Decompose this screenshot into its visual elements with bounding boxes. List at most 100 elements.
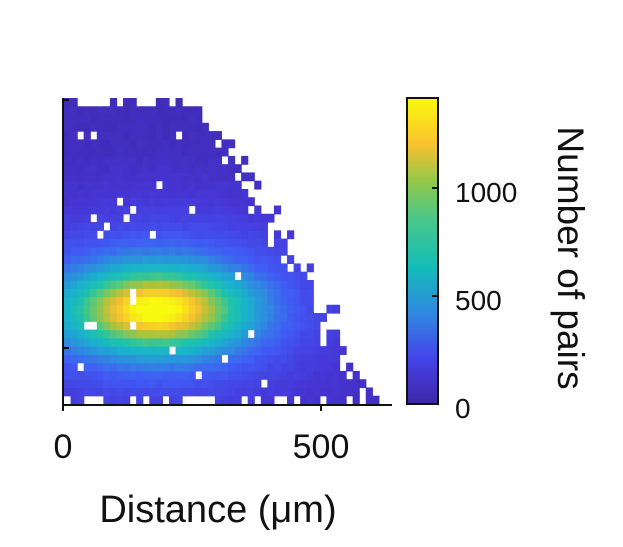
heatmap-cell [70, 172, 78, 182]
heatmap-cell [116, 122, 124, 132]
heatmap-cell [332, 354, 341, 364]
heatmap-cell [175, 329, 183, 339]
heatmap-cell [221, 172, 229, 182]
heatmap-cell [234, 370, 242, 380]
heatmap-cell [129, 147, 137, 157]
heatmap-cell [168, 337, 177, 347]
heatmap-cell [155, 370, 163, 380]
heatmap-cell [332, 362, 341, 372]
heatmap-cell [129, 271, 137, 281]
heatmap-cell [77, 337, 85, 347]
heatmap-cell [195, 337, 203, 347]
heatmap-cell [300, 379, 308, 389]
heatmap-cell [221, 304, 229, 314]
heatmap-cell [214, 172, 223, 182]
heatmap-cell [149, 379, 157, 389]
heatmap-cell [123, 246, 131, 256]
heatmap-cell [162, 362, 170, 372]
heatmap-cell [182, 288, 190, 298]
heatmap-cell [77, 395, 85, 405]
heatmap-cell [267, 288, 275, 298]
heatmap-cell [267, 296, 275, 306]
heatmap-cell [280, 337, 288, 347]
heatmap-cell [90, 188, 98, 198]
heatmap-cell [195, 288, 203, 298]
heatmap-cell [70, 188, 78, 198]
heatmap-cell [208, 354, 216, 364]
colorbar-gradient [406, 97, 439, 405]
heatmap-cell [109, 147, 118, 157]
heatmap-cell [77, 321, 85, 331]
heatmap-cell [195, 321, 203, 331]
heatmap-cell [103, 238, 111, 248]
heatmap-cell [214, 238, 223, 248]
heatmap-cell [293, 362, 301, 372]
heatmap-cell [64, 321, 72, 331]
heatmap-cell [221, 197, 229, 207]
heatmap-cell [188, 172, 196, 182]
heatmap-cell [162, 321, 170, 331]
heatmap-cell [188, 131, 196, 140]
heatmap-cell [339, 395, 347, 405]
heatmap-cell [129, 139, 137, 149]
heatmap-cell [319, 370, 327, 380]
heatmap-cell [96, 271, 104, 281]
heatmap-cell [123, 114, 131, 124]
heatmap-cell [260, 370, 268, 380]
heatmap-cell [188, 255, 196, 265]
heatmap-cell [247, 313, 255, 322]
heatmap-cell [77, 238, 85, 248]
heatmap-cell [64, 346, 72, 355]
heatmap-cell [70, 370, 78, 380]
heatmap-cell [83, 222, 91, 231]
heatmap-cell [136, 271, 144, 281]
heatmap-cell [123, 329, 131, 339]
heatmap-cell [273, 362, 282, 372]
heatmap-cell [116, 321, 124, 331]
heatmap-cell [247, 379, 255, 389]
heatmap-cell [123, 337, 131, 347]
heatmap-cell [77, 387, 85, 397]
heatmap-cell [260, 329, 268, 339]
heatmap-cell [241, 354, 249, 364]
heatmap-cell [77, 370, 85, 380]
heatmap-cell [83, 337, 91, 347]
heatmap-cell [280, 362, 288, 372]
heatmap-cell [175, 313, 183, 322]
heatmap-cell [339, 379, 347, 389]
heatmap-cell [280, 329, 288, 339]
heatmap-cell [201, 205, 209, 215]
heatmap-cell [162, 337, 170, 347]
heatmap-cell [70, 238, 78, 248]
heatmap-cell [182, 296, 190, 306]
heatmap-cell [129, 164, 137, 174]
heatmap-cell [234, 296, 242, 306]
heatmap-cell [195, 180, 203, 190]
heatmap-cell [96, 222, 104, 231]
heatmap-cell [221, 205, 229, 215]
heatmap-cell [221, 164, 229, 174]
heatmap-cell [103, 155, 111, 165]
heatmap-cell [221, 230, 229, 240]
heatmap-cell [136, 180, 144, 190]
heatmap-cell [214, 329, 223, 339]
heatmap-cell [77, 139, 85, 149]
heatmap-cell [90, 296, 98, 306]
heatmap-cell [175, 337, 183, 347]
heatmap-cell [116, 346, 124, 355]
heatmap-cell [300, 329, 308, 339]
heatmap-cell [241, 296, 249, 306]
heatmap-cell [142, 230, 150, 240]
heatmap-cell [175, 139, 183, 149]
heatmap-cell [109, 213, 118, 223]
heatmap-cell [77, 279, 85, 289]
heatmap-cell [287, 255, 295, 265]
heatmap-cell [90, 205, 98, 215]
heatmap-cell [195, 296, 203, 306]
heatmap-cell [90, 238, 98, 248]
heatmap-cell [90, 180, 98, 190]
heatmap-cell [273, 304, 282, 314]
heatmap-cell [201, 337, 209, 347]
heatmap-cell [188, 354, 196, 364]
heatmap-cell [77, 346, 85, 355]
